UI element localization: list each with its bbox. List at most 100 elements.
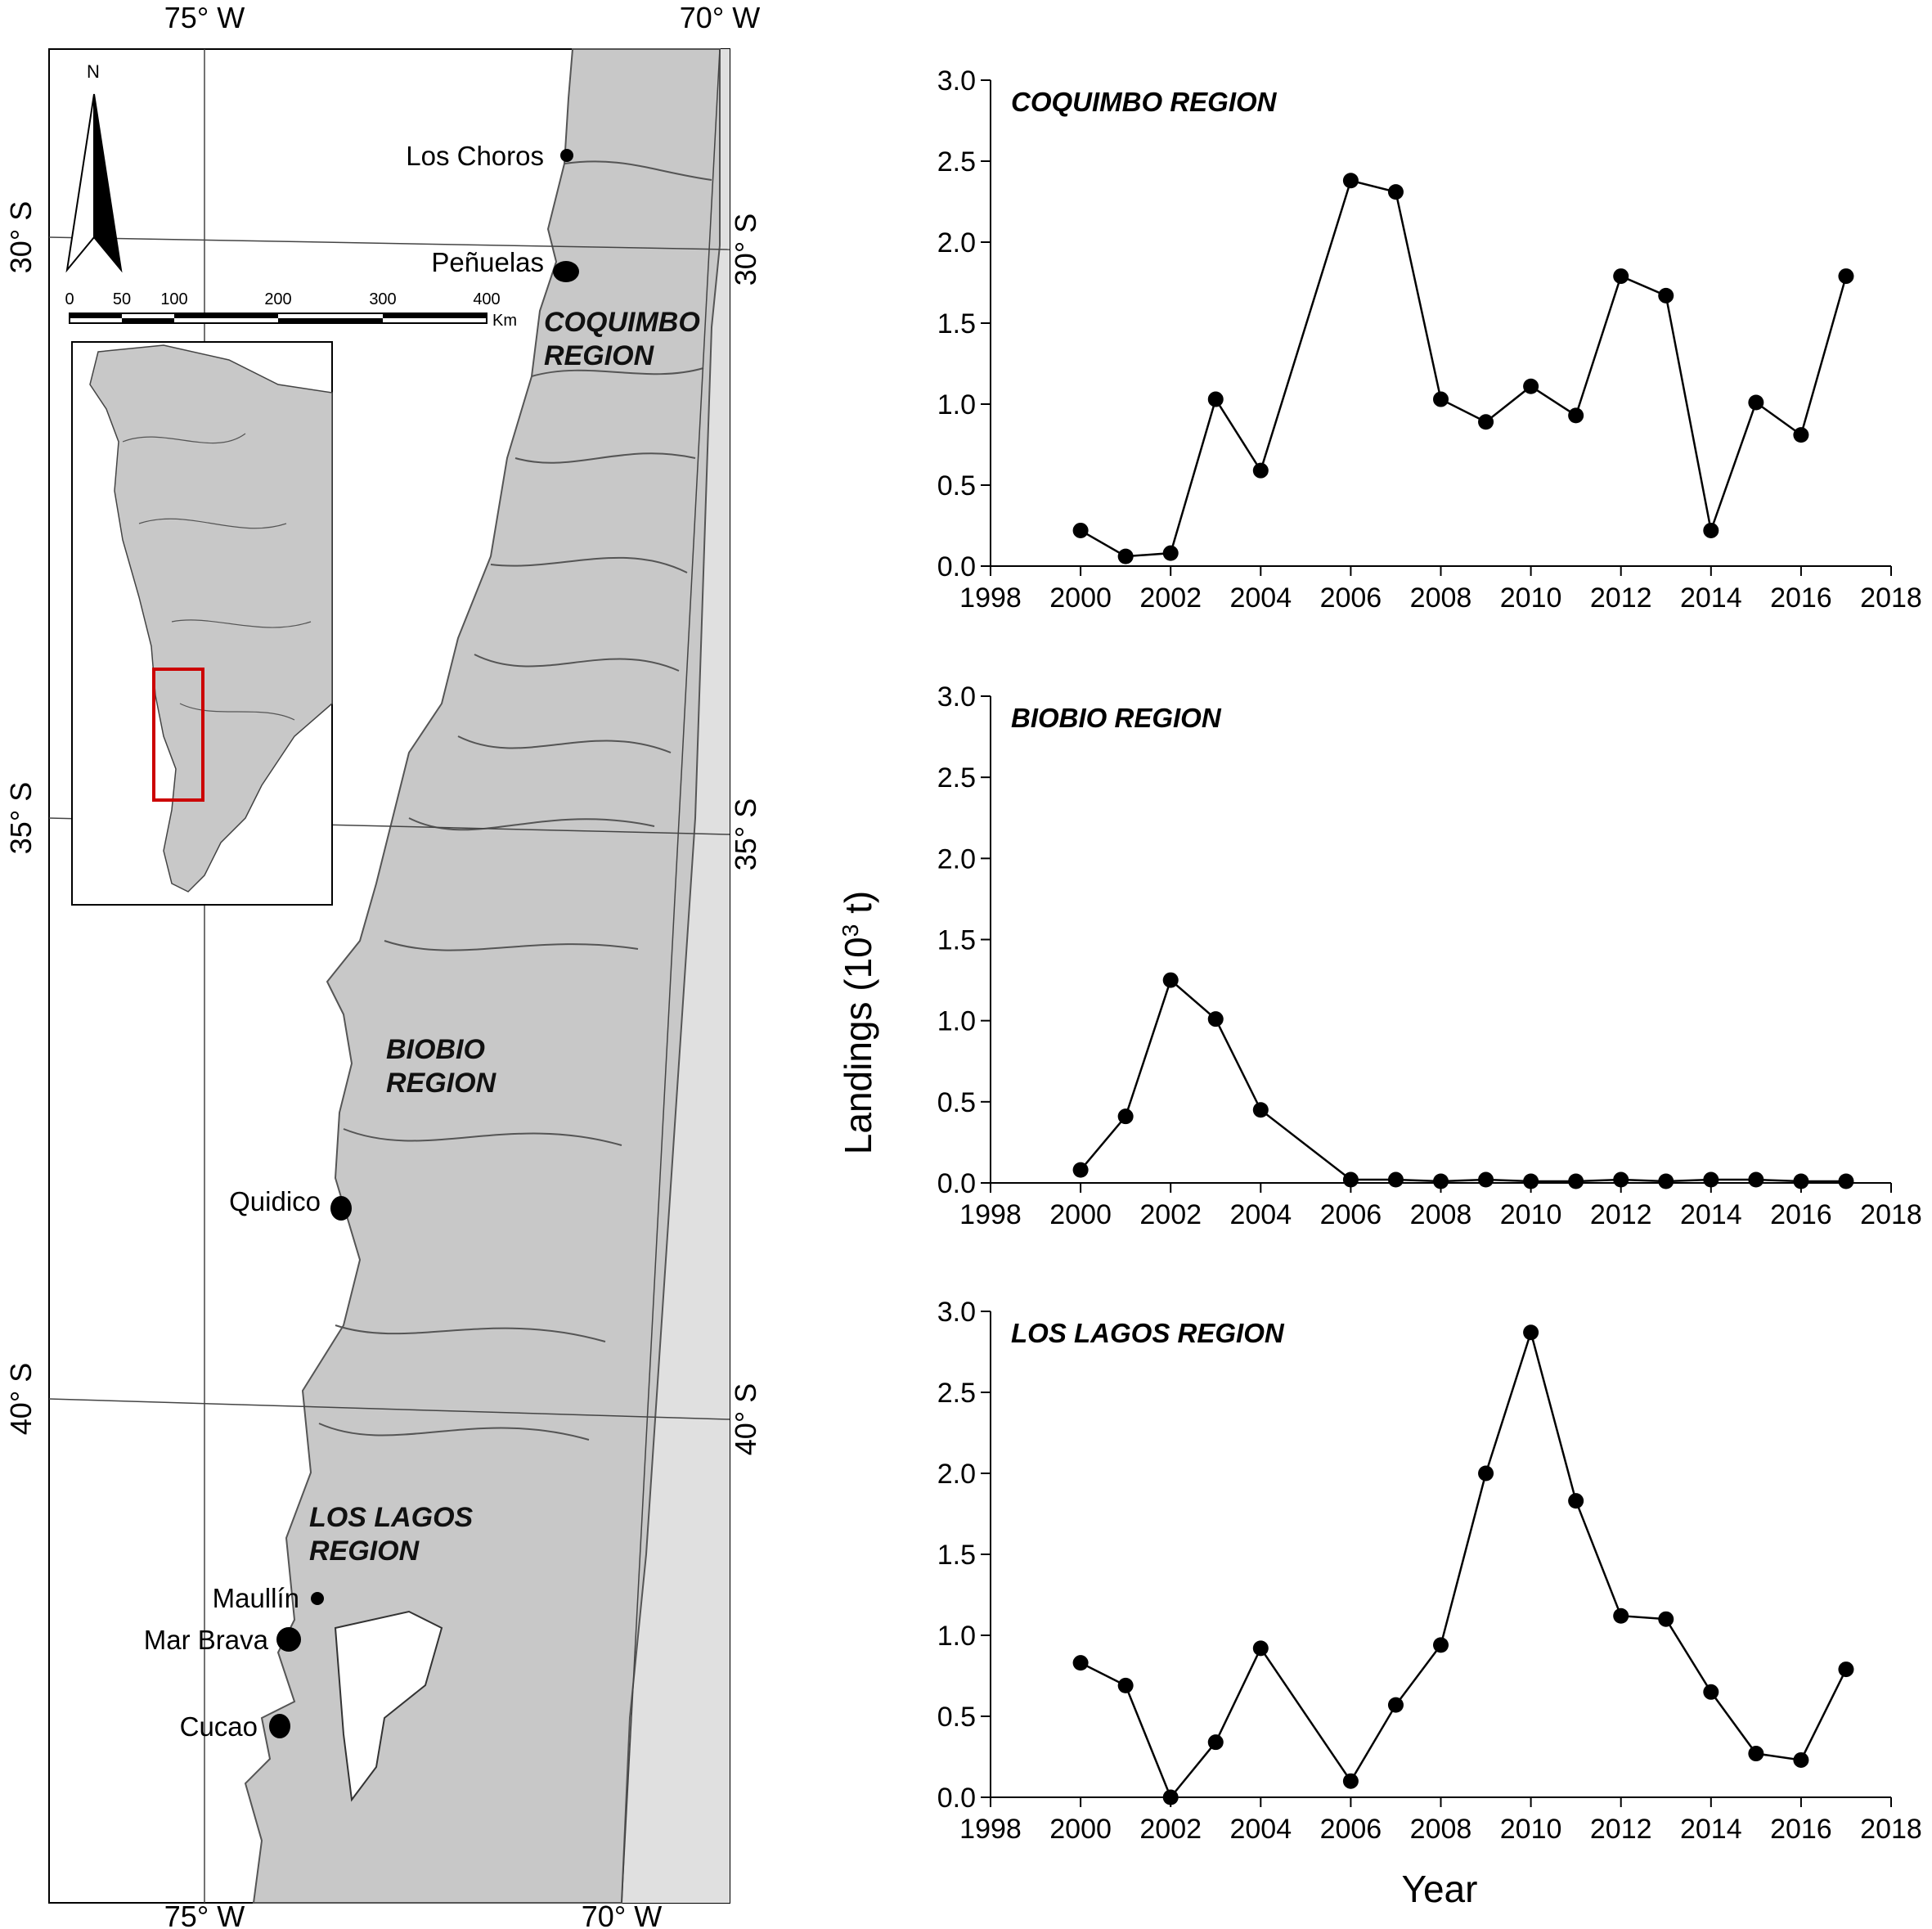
x-tick-label: 2012 bbox=[1590, 1814, 1652, 1845]
scale-tick-0: 0 bbox=[65, 290, 74, 308]
data-point bbox=[1207, 1011, 1224, 1027]
study-area-map: 75° W 70° W 75° W 70° W 30° S 35° S 40° … bbox=[4, 1, 762, 1929]
x-axis-title: Year bbox=[1402, 1868, 1478, 1910]
data-point bbox=[1748, 1171, 1764, 1188]
scale-bar bbox=[69, 313, 487, 324]
lon-label-bottom-75: 75° W bbox=[164, 1900, 245, 1929]
x-tick-label: 2018 bbox=[1860, 582, 1922, 614]
site-marker-cucao bbox=[269, 1714, 290, 1738]
data-point bbox=[1838, 268, 1854, 285]
x-tick-label: 2016 bbox=[1770, 1814, 1832, 1845]
x-tick-label: 2004 bbox=[1229, 1814, 1292, 1845]
y-axis-title: Landings (103 t) bbox=[837, 891, 879, 1154]
data-point bbox=[1387, 1171, 1404, 1188]
y-tick-label: 0.5 bbox=[937, 470, 976, 501]
series-line bbox=[1080, 978, 1846, 1183]
chart-panel-coquimbo: 0.0 0.5 1.0 1.5 2.0 2.5 3.0 1998 2000 2002 2004 200… bbox=[937, 65, 1922, 614]
data-point bbox=[1703, 522, 1719, 538]
data-point bbox=[1568, 1493, 1584, 1509]
y-tick-label: 2.5 bbox=[937, 762, 976, 794]
data-point bbox=[1252, 462, 1269, 479]
lat-label-left-30: 30° S bbox=[4, 201, 38, 273]
y-tick-label: 1.5 bbox=[937, 925, 976, 956]
scale-tick-100: 100 bbox=[160, 290, 187, 308]
site-marker-maullin bbox=[311, 1592, 324, 1605]
data-point bbox=[1117, 1108, 1134, 1125]
site-label-los-choros: Los Choros bbox=[406, 141, 544, 171]
y-tick-label: 0.0 bbox=[937, 1783, 976, 1814]
y-axis-title-exponent: 3 bbox=[838, 924, 863, 938]
lon-label-top-75: 75° W bbox=[164, 1, 245, 34]
y-tick-label: 2.5 bbox=[937, 1378, 976, 1409]
region-label-coquimbo-1: COQUIMBO bbox=[544, 307, 700, 338]
data-point bbox=[1252, 1102, 1269, 1118]
x-tick-label: 2008 bbox=[1410, 582, 1472, 614]
scale-tick-300: 300 bbox=[369, 290, 396, 308]
site-marker-los-choros bbox=[560, 149, 573, 162]
x-tick-label: 2008 bbox=[1410, 1199, 1472, 1230]
x-tick-label: 1998 bbox=[959, 582, 1022, 614]
data-point bbox=[1342, 1171, 1359, 1188]
x-tick-label: 2006 bbox=[1320, 582, 1382, 614]
x-tick-label: 2010 bbox=[1500, 1814, 1562, 1845]
x-tick-label: 2008 bbox=[1410, 1814, 1472, 1845]
region-label-loslagos-2: REGION bbox=[309, 1536, 420, 1567]
x-tick-label: 2010 bbox=[1500, 1199, 1562, 1230]
y-tick-label: 1.0 bbox=[937, 1006, 976, 1037]
y-tick-label: 2.0 bbox=[937, 843, 976, 875]
x-tick-label: 2000 bbox=[1049, 1199, 1112, 1230]
lat-label-left-40: 40° S bbox=[4, 1363, 38, 1435]
site-marker-quidico bbox=[330, 1196, 352, 1221]
x-tick-label: 2018 bbox=[1860, 1199, 1922, 1230]
chart-title: COQUIMBO REGION bbox=[1011, 87, 1278, 117]
region-label-biobio-1: BIOBIO bbox=[386, 1034, 485, 1065]
x-tick-label: 2014 bbox=[1680, 1199, 1742, 1230]
data-point bbox=[1478, 1171, 1494, 1188]
x-tick-label: 2018 bbox=[1860, 1814, 1922, 1845]
x-tick-label: 2002 bbox=[1139, 1199, 1202, 1230]
x-tick-label: 2006 bbox=[1320, 1199, 1382, 1230]
y-tick-label: 2.0 bbox=[937, 227, 976, 259]
site-label-cucao: Cucao bbox=[180, 1711, 258, 1742]
y-tick-label: 0.0 bbox=[937, 1168, 976, 1199]
x-tick-label: 2000 bbox=[1049, 582, 1112, 614]
y-tick-label: 1.0 bbox=[937, 389, 976, 420]
region-boundaries bbox=[318, 160, 712, 1441]
lon-label-bottom-70: 70° W bbox=[582, 1900, 662, 1929]
y-tick-label: 2.5 bbox=[937, 146, 976, 178]
chart-panel-biobio: 0.0 0.5 1.0 1.5 2.0 2.5 3.0 1998 2000 2002 2004 200… bbox=[937, 681, 1922, 1230]
data-point bbox=[1658, 1173, 1674, 1189]
y-tick-label: 3.0 bbox=[937, 1297, 976, 1328]
data-point bbox=[1433, 391, 1449, 407]
region-label-loslagos-1: LOS LAGOS bbox=[309, 1502, 474, 1533]
chart-panel-loslagos: 0.0 0.5 1.0 1.5 2.0 2.5 3.0 1998 2000 2002 2004 200… bbox=[937, 1297, 1922, 1845]
lat-label-right-35: 35° S bbox=[729, 798, 762, 870]
data-point bbox=[1072, 1162, 1089, 1178]
data-point bbox=[1387, 1697, 1404, 1713]
x-tick-label: 2004 bbox=[1229, 582, 1292, 614]
x-tick-label: 2010 bbox=[1500, 582, 1562, 614]
site-marker-mar-brava bbox=[276, 1627, 301, 1652]
y-tick-label: 2.0 bbox=[937, 1459, 976, 1490]
data-point bbox=[1523, 378, 1539, 394]
x-tick-label: 2002 bbox=[1139, 1814, 1202, 1845]
region-label-coquimbo-2: REGION bbox=[544, 340, 655, 371]
data-point bbox=[1523, 1324, 1539, 1341]
x-tick-label: 1998 bbox=[959, 1814, 1022, 1845]
data-point bbox=[1162, 972, 1179, 988]
data-point bbox=[1342, 1773, 1359, 1789]
lat-label-left-35: 35° S bbox=[4, 782, 38, 854]
y-axis-title-unit: t) bbox=[837, 891, 879, 924]
y-tick-label: 0.5 bbox=[937, 1087, 976, 1118]
site-marker-penuelas bbox=[553, 261, 579, 282]
site-label-penuelas: Peñuelas bbox=[431, 247, 544, 277]
site-label-quidico: Quidico bbox=[229, 1186, 321, 1216]
data-point bbox=[1793, 427, 1809, 443]
lat-label-right-30: 30° S bbox=[729, 214, 762, 286]
data-point bbox=[1838, 1661, 1854, 1678]
y-tick-label: 0.5 bbox=[937, 1702, 976, 1733]
scale-unit: Km bbox=[492, 312, 517, 330]
data-point bbox=[1162, 1789, 1179, 1805]
chart-title: LOS LAGOS REGION bbox=[1011, 1318, 1285, 1348]
x-tick-label: 2014 bbox=[1680, 1814, 1742, 1845]
